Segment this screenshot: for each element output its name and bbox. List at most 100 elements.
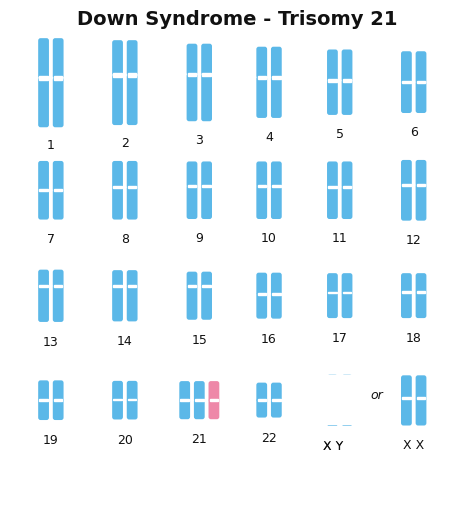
- FancyBboxPatch shape: [127, 271, 137, 288]
- FancyBboxPatch shape: [401, 396, 412, 426]
- FancyBboxPatch shape: [187, 44, 197, 76]
- FancyBboxPatch shape: [201, 272, 212, 288]
- Bar: [202, 73, 211, 77]
- Text: 20: 20: [117, 433, 133, 446]
- Bar: [272, 77, 281, 79]
- FancyBboxPatch shape: [256, 77, 267, 119]
- FancyBboxPatch shape: [112, 285, 123, 322]
- FancyBboxPatch shape: [127, 186, 137, 220]
- FancyBboxPatch shape: [53, 381, 64, 402]
- FancyBboxPatch shape: [187, 162, 197, 188]
- FancyBboxPatch shape: [127, 285, 137, 322]
- FancyBboxPatch shape: [327, 162, 338, 189]
- Text: 16: 16: [261, 332, 277, 345]
- Bar: [272, 293, 281, 295]
- FancyBboxPatch shape: [187, 185, 197, 220]
- FancyBboxPatch shape: [342, 291, 353, 319]
- Bar: [113, 399, 122, 400]
- FancyBboxPatch shape: [201, 74, 212, 122]
- Bar: [39, 399, 48, 401]
- FancyBboxPatch shape: [416, 82, 427, 114]
- FancyBboxPatch shape: [53, 39, 64, 79]
- FancyBboxPatch shape: [342, 375, 353, 399]
- FancyBboxPatch shape: [256, 162, 267, 188]
- Bar: [128, 187, 137, 189]
- FancyBboxPatch shape: [112, 162, 123, 189]
- Bar: [54, 190, 63, 192]
- FancyBboxPatch shape: [112, 271, 123, 288]
- Text: 5: 5: [336, 128, 344, 141]
- FancyBboxPatch shape: [179, 398, 190, 419]
- FancyBboxPatch shape: [327, 375, 338, 399]
- Bar: [402, 82, 410, 84]
- FancyBboxPatch shape: [53, 398, 64, 420]
- Text: 7: 7: [47, 232, 55, 245]
- Bar: [128, 285, 137, 287]
- FancyBboxPatch shape: [271, 77, 282, 119]
- FancyBboxPatch shape: [401, 161, 412, 187]
- FancyBboxPatch shape: [38, 162, 49, 192]
- FancyBboxPatch shape: [401, 274, 412, 294]
- Text: 21: 21: [191, 433, 207, 445]
- FancyBboxPatch shape: [416, 290, 427, 319]
- Bar: [417, 184, 425, 187]
- Text: 13: 13: [43, 335, 59, 348]
- FancyBboxPatch shape: [271, 292, 282, 319]
- FancyBboxPatch shape: [416, 184, 427, 221]
- FancyBboxPatch shape: [416, 274, 427, 294]
- Bar: [257, 186, 266, 188]
- FancyBboxPatch shape: [327, 50, 338, 82]
- Text: 10: 10: [261, 232, 277, 245]
- FancyBboxPatch shape: [209, 398, 219, 419]
- FancyBboxPatch shape: [271, 398, 282, 418]
- FancyBboxPatch shape: [342, 80, 353, 116]
- FancyBboxPatch shape: [112, 186, 123, 220]
- FancyBboxPatch shape: [112, 75, 123, 126]
- FancyBboxPatch shape: [38, 398, 49, 420]
- Bar: [311, 426, 368, 441]
- FancyBboxPatch shape: [127, 75, 137, 126]
- Text: 11: 11: [332, 232, 347, 245]
- FancyBboxPatch shape: [271, 47, 282, 79]
- FancyBboxPatch shape: [342, 162, 353, 189]
- Bar: [328, 186, 337, 188]
- Bar: [113, 285, 122, 287]
- FancyBboxPatch shape: [327, 375, 338, 399]
- Bar: [39, 190, 48, 192]
- FancyBboxPatch shape: [342, 274, 353, 294]
- Text: or: or: [370, 388, 383, 401]
- FancyBboxPatch shape: [127, 398, 137, 420]
- FancyBboxPatch shape: [256, 185, 267, 220]
- FancyBboxPatch shape: [416, 52, 427, 84]
- Bar: [272, 186, 281, 188]
- FancyBboxPatch shape: [256, 47, 267, 79]
- FancyBboxPatch shape: [401, 376, 412, 399]
- FancyBboxPatch shape: [53, 162, 64, 192]
- Text: 14: 14: [117, 334, 133, 347]
- Text: X Y: X Y: [322, 439, 343, 452]
- Text: X Y: X Y: [322, 439, 343, 452]
- Bar: [343, 80, 351, 83]
- Bar: [402, 291, 410, 293]
- FancyBboxPatch shape: [127, 381, 137, 401]
- FancyBboxPatch shape: [38, 285, 49, 322]
- FancyBboxPatch shape: [327, 396, 338, 426]
- FancyBboxPatch shape: [327, 396, 338, 426]
- FancyBboxPatch shape: [401, 82, 412, 114]
- FancyBboxPatch shape: [271, 162, 282, 188]
- FancyBboxPatch shape: [53, 270, 64, 288]
- FancyBboxPatch shape: [201, 162, 212, 188]
- Text: 15: 15: [191, 333, 207, 346]
- FancyBboxPatch shape: [194, 381, 205, 402]
- FancyBboxPatch shape: [271, 383, 282, 402]
- FancyBboxPatch shape: [342, 186, 353, 220]
- Bar: [181, 399, 189, 401]
- FancyBboxPatch shape: [271, 273, 282, 296]
- FancyBboxPatch shape: [256, 292, 267, 319]
- Bar: [113, 187, 122, 189]
- FancyBboxPatch shape: [342, 387, 353, 409]
- Bar: [343, 388, 351, 389]
- Bar: [328, 292, 337, 294]
- Bar: [188, 285, 196, 287]
- Bar: [202, 186, 211, 188]
